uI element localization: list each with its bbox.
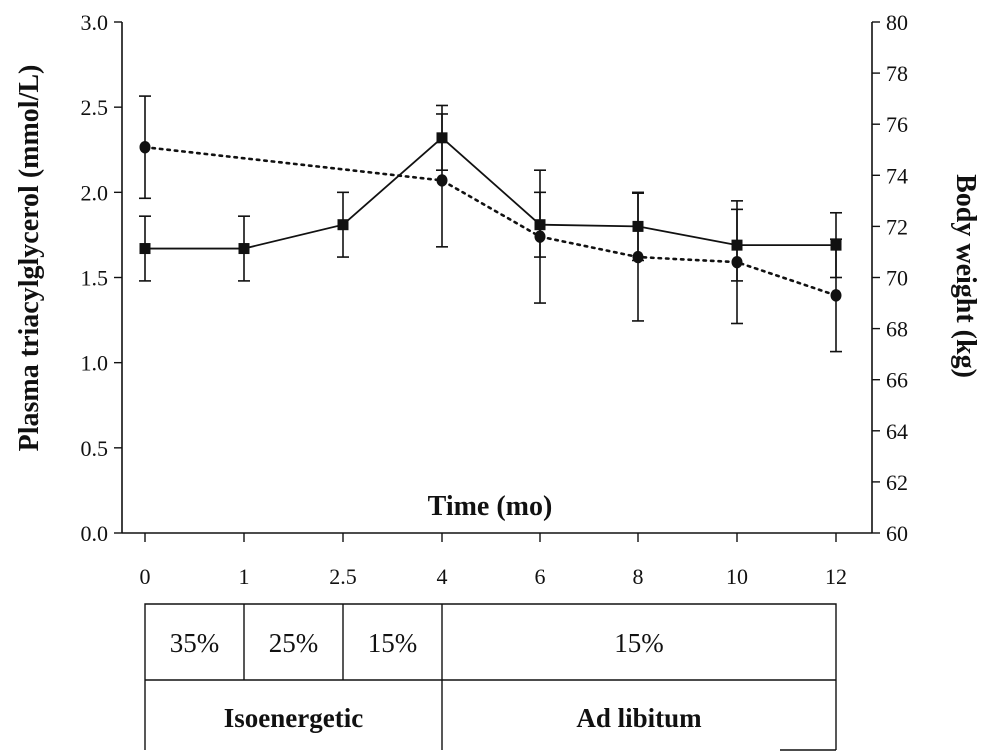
- triacylglycerol-point: [731, 239, 743, 251]
- right-tick-label: 66: [886, 368, 908, 393]
- triacylglycerol-point: [436, 132, 448, 144]
- triacylglycerol-point: [238, 243, 250, 255]
- left-tick-label: 0.5: [81, 436, 109, 461]
- x-tick-label: 1: [239, 564, 250, 589]
- body-weight-point: [436, 174, 448, 187]
- body-weight-point: [830, 289, 842, 302]
- right-tick-label: 64: [886, 419, 908, 444]
- body-weight-point: [139, 140, 151, 154]
- right-y-ticks: 60 62 64 66 68 70 72 74 76 78 80: [872, 10, 908, 546]
- triacylglycerol-point: [830, 239, 842, 251]
- triacylglycerol-point: [337, 219, 349, 231]
- right-tick-label: 62: [886, 470, 908, 495]
- left-tick-label: 1.0: [81, 351, 109, 376]
- fat-cell-label: 15%: [614, 628, 664, 658]
- axes: [121, 22, 873, 534]
- x-ticks: 0 1 2.5 4 6 8 10 12: [140, 533, 847, 589]
- diet-table: 35% 25% 15% 15% Isoenergetic Ad libitum: [144, 603, 837, 751]
- triacylglycerol-line: [145, 136, 836, 250]
- energy-cell-label: Ad libitum: [576, 703, 702, 733]
- x-tick-label: 6: [535, 564, 546, 589]
- right-tick-label: 70: [886, 266, 908, 291]
- right-tick-label: 72: [886, 214, 908, 239]
- triacylglycerol-point: [139, 243, 151, 255]
- x-tick-label: 12: [825, 564, 847, 589]
- right-tick-label: 74: [886, 163, 908, 188]
- left-tick-label: 2.5: [81, 95, 109, 120]
- diet-table-border: [144, 603, 837, 750]
- x-tick-label: 4: [437, 564, 448, 589]
- triacylglycerol-point: [632, 220, 644, 232]
- fat-cell-label: 35%: [170, 628, 220, 658]
- right-tick-label: 60: [886, 521, 908, 546]
- series-triacylglycerol: [139, 104, 842, 282]
- triacylglycerol-point: [534, 219, 546, 231]
- left-y-axis-title: Plasma triacylglycerol (mmol/L): [14, 65, 45, 452]
- energy-cell-label: Isoenergetic: [224, 703, 363, 733]
- body-weight-line: [143, 145, 838, 297]
- right-y-axis-title: Body weight (kg): [950, 174, 981, 378]
- x-axis-title: Time (mo): [428, 491, 553, 522]
- x-tick-label: 0: [140, 564, 151, 589]
- x-tick-label: 2.5: [329, 564, 357, 589]
- left-tick-label: 0.0: [81, 521, 109, 546]
- fat-cell-label: 15%: [368, 628, 418, 658]
- left-tick-label: 1.5: [81, 266, 109, 291]
- left-tick-label: 3.0: [81, 10, 109, 35]
- right-tick-label: 68: [886, 317, 908, 342]
- x-tick-label: 8: [633, 564, 644, 589]
- right-tick-label: 80: [886, 10, 908, 35]
- left-y-ticks: 0.0 0.5 1.0 1.5 2.0 2.5 3.0: [81, 10, 122, 546]
- right-tick-label: 78: [886, 61, 908, 86]
- x-tick-label: 10: [726, 564, 748, 589]
- left-tick-label: 2.0: [81, 180, 109, 205]
- right-tick-label: 76: [886, 112, 908, 137]
- fat-cell-label: 25%: [269, 628, 319, 658]
